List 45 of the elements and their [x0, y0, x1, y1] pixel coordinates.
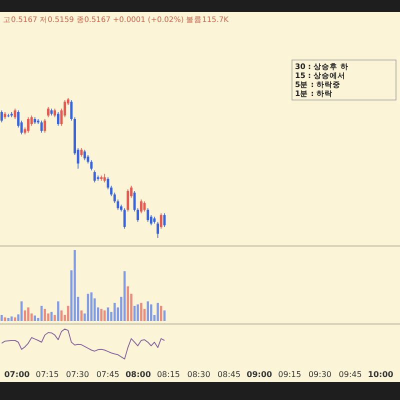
- x-tick-label: 09:30: [308, 370, 332, 379]
- bar: [47, 313, 50, 321]
- x-tick-label: 07:15: [36, 370, 59, 379]
- x-tick-label: 08:00: [125, 370, 152, 379]
- bar: [126, 286, 129, 321]
- bar: [136, 304, 139, 321]
- x-tick-label: 08:30: [187, 370, 210, 379]
- bar: [163, 310, 166, 321]
- x-tick-label: 07:00: [4, 370, 30, 379]
- bar: [57, 301, 60, 321]
- x-tick-label: 09:00: [246, 370, 273, 379]
- bar: [100, 308, 102, 321]
- bar: [44, 308, 46, 321]
- bar: [24, 310, 26, 321]
- bar: [34, 316, 36, 321]
- bar: [40, 306, 43, 321]
- bar: [60, 310, 63, 321]
- bar: [150, 304, 152, 321]
- bar: [50, 312, 53, 321]
- bar: [104, 310, 106, 321]
- bar: [114, 302, 116, 321]
- bar: [0, 314, 3, 321]
- bar: [106, 307, 110, 321]
- x-tick-label: 08:15: [156, 370, 180, 379]
- bar: [124, 271, 126, 321]
- bar: [20, 301, 23, 321]
- bar: [10, 316, 13, 321]
- bar: [160, 306, 162, 321]
- bar: [27, 307, 30, 321]
- x-tick-label: 09:15: [278, 370, 302, 379]
- bar: [67, 306, 70, 321]
- bar: [54, 314, 56, 321]
- bar: [146, 301, 149, 321]
- x-tick-label: 09:45: [338, 370, 362, 379]
- x-tick-label: 07:45: [96, 370, 120, 379]
- bar: [86, 294, 90, 321]
- bar: [80, 310, 83, 321]
- bar: [140, 302, 142, 321]
- bar: [90, 292, 92, 321]
- bar: [74, 250, 76, 321]
- x-tick-label: 07:30: [66, 370, 90, 379]
- x-tick-label: 08:45: [218, 370, 241, 379]
- x-tick-label: 10:00: [368, 370, 394, 379]
- bar: [133, 306, 136, 321]
- bar: [156, 302, 159, 321]
